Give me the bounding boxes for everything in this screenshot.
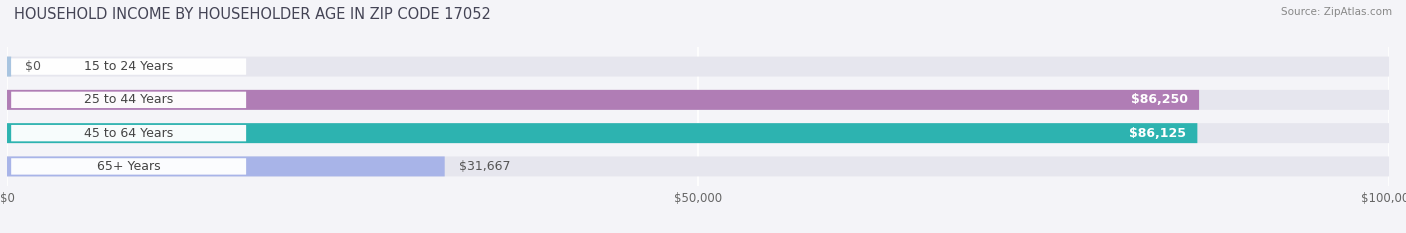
FancyBboxPatch shape [7,57,1389,77]
FancyBboxPatch shape [7,90,1389,110]
Text: $0: $0 [25,60,41,73]
Text: 15 to 24 Years: 15 to 24 Years [84,60,173,73]
FancyBboxPatch shape [7,156,444,176]
FancyBboxPatch shape [11,158,246,175]
FancyBboxPatch shape [7,90,1199,110]
Text: $86,125: $86,125 [1129,127,1187,140]
Text: 65+ Years: 65+ Years [97,160,160,173]
FancyBboxPatch shape [7,123,1389,143]
FancyBboxPatch shape [11,125,246,141]
FancyBboxPatch shape [7,57,11,77]
FancyBboxPatch shape [7,156,1389,176]
Text: Source: ZipAtlas.com: Source: ZipAtlas.com [1281,7,1392,17]
Text: 45 to 64 Years: 45 to 64 Years [84,127,173,140]
FancyBboxPatch shape [7,123,1198,143]
FancyBboxPatch shape [11,92,246,108]
Text: $31,667: $31,667 [458,160,510,173]
Text: 25 to 44 Years: 25 to 44 Years [84,93,173,106]
Text: HOUSEHOLD INCOME BY HOUSEHOLDER AGE IN ZIP CODE 17052: HOUSEHOLD INCOME BY HOUSEHOLDER AGE IN Z… [14,7,491,22]
FancyBboxPatch shape [11,58,246,75]
Text: $86,250: $86,250 [1130,93,1188,106]
